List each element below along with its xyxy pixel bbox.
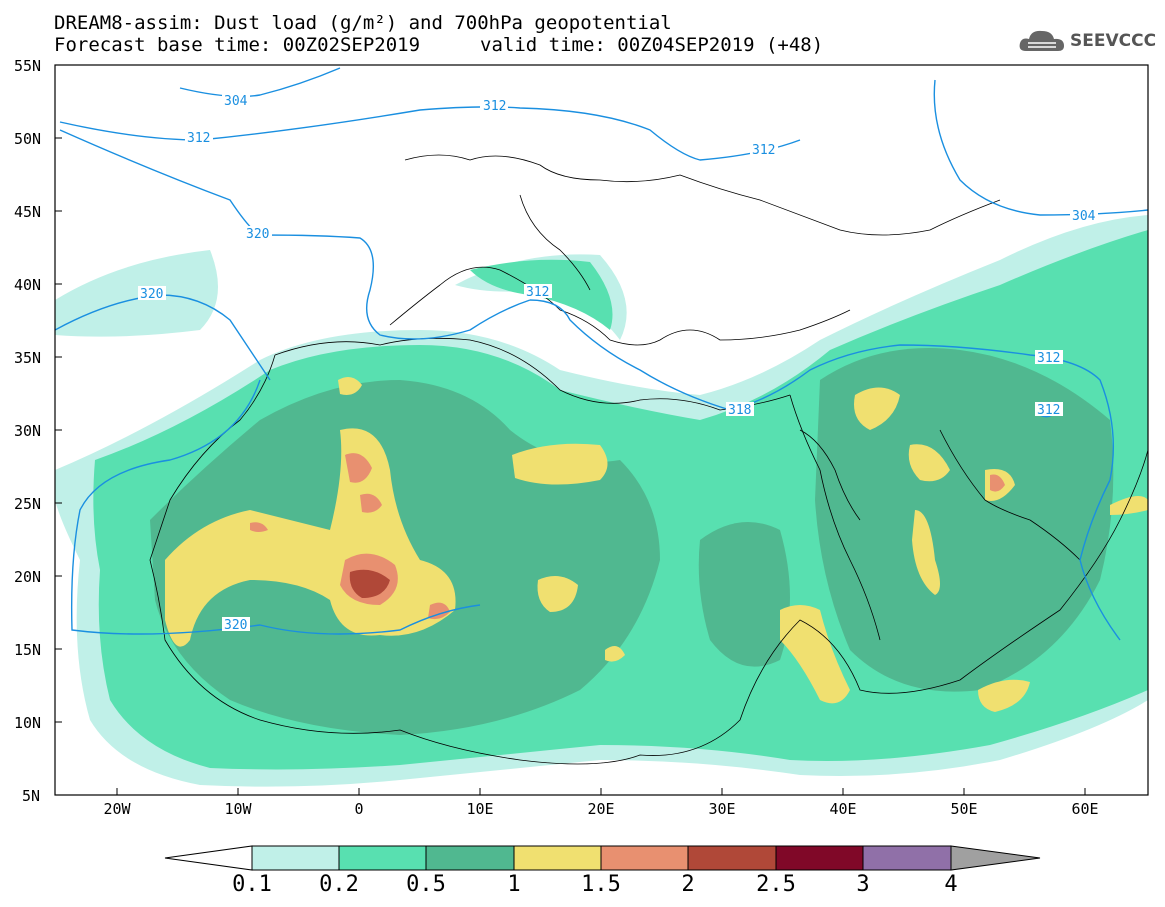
contour-label: 320	[246, 227, 269, 242]
title-line-1: DREAM8-assim: Dust load (g/m²) and 700hP…	[54, 12, 672, 34]
contour-label: 304	[224, 94, 248, 109]
dust-fields	[55, 215, 1148, 787]
colorbar-label: 0.1	[232, 872, 272, 897]
logo-text: SEEVCCC	[1070, 31, 1157, 51]
colorbar	[164, 845, 1041, 871]
axis-ticks	[55, 64, 1086, 795]
cloud-icon	[1019, 30, 1064, 51]
lat-label: 50N	[14, 130, 42, 148]
lon-label: 50E	[950, 800, 978, 818]
coastlines	[149, 154, 1148, 765]
lat-label: 55N	[14, 57, 42, 75]
lon-label: 10W	[224, 800, 252, 818]
colorbar-label: 4	[944, 872, 958, 897]
lon-label: 0	[354, 800, 364, 818]
colorbar-label: 2	[681, 872, 695, 897]
lon-label: 20E	[587, 800, 615, 818]
contour-labels: 304 312 312 320 320 312 312 318 312 312 …	[138, 93, 1098, 633]
colorbar-label: 1.5	[581, 872, 621, 897]
dust-layer-2	[349, 569, 390, 598]
contour-label: 304	[1072, 209, 1096, 224]
contour-label: 312	[187, 131, 210, 146]
colorbar-label: 0.5	[406, 872, 446, 897]
colorbar-high-arrow	[950, 845, 1041, 871]
lat-label: 25N	[14, 495, 42, 513]
forecast-base-time: Forecast base time: 00Z02SEP2019	[54, 34, 421, 56]
contour-label: 320	[224, 618, 247, 633]
dust-layer-1.5	[345, 453, 372, 483]
colorbar-label: 0.2	[319, 872, 359, 897]
lat-label: 30N	[14, 422, 42, 440]
contour-label: 318	[728, 403, 751, 418]
colorbar-label: 1	[507, 872, 521, 897]
colorbar-label: 3	[856, 872, 870, 897]
lat-label: 40N	[14, 276, 42, 294]
lat-label: 35N	[14, 349, 42, 367]
lat-label: 5N	[22, 787, 41, 805]
contour-label: 312	[1037, 351, 1060, 366]
contour-label: 312	[483, 99, 506, 114]
lat-label: 20N	[14, 568, 42, 586]
lat-label: 45N	[14, 203, 42, 221]
seevccc-logo: SEEVCCC	[1018, 27, 1156, 55]
lon-label: 60E	[1071, 800, 1099, 818]
lon-label: 40E	[829, 800, 857, 818]
contour-label: 312	[752, 143, 775, 158]
contour-label: 320	[140, 287, 163, 302]
valid-time: valid time: 00Z04SEP2019 (+48)	[480, 34, 824, 56]
lon-label: 10E	[466, 800, 494, 818]
colorbar-low-arrow	[164, 845, 253, 871]
lon-label: 20W	[103, 800, 131, 818]
contour-label: 312	[526, 285, 549, 300]
lat-label: 15N	[14, 641, 42, 659]
contour-label: 312	[1037, 403, 1060, 418]
colorbar-label: 2.5	[756, 872, 796, 897]
lon-label: 30E	[708, 800, 736, 818]
lat-label: 10N	[14, 714, 42, 732]
